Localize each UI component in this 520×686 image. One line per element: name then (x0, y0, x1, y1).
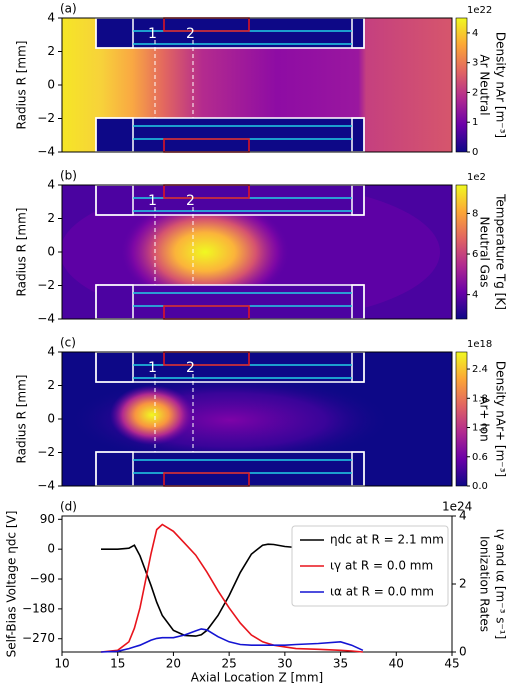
region-annotation: 1 (148, 193, 157, 209)
y-tick-label: −180 (22, 601, 55, 615)
colorbar-tick-label: 3 (472, 58, 478, 69)
colorbar (456, 18, 467, 152)
y-tick-label: −4 (37, 312, 55, 326)
y2-tick-label: 2 (459, 577, 467, 591)
panel-label: (b) (60, 169, 77, 183)
y-tick-label: −2 (37, 111, 55, 125)
x-tick-label: 20 (166, 657, 181, 671)
colorbar-label: Ar Neutral (478, 54, 492, 115)
y-tick-label: −4 (37, 479, 55, 493)
x-tick-label: 35 (333, 657, 348, 671)
colorbar (456, 352, 467, 486)
region-annotation: 1 (148, 26, 157, 42)
region-annotation: 2 (186, 193, 195, 209)
legend-label: ηdc at R = 2.1 mm (330, 533, 444, 547)
y-tick-label: 2 (47, 211, 55, 225)
y-tick-label: 0 (47, 412, 55, 426)
y-tick-label: 0 (47, 78, 55, 92)
colorbar-offset: 1e2 (467, 172, 486, 183)
colorbar (456, 185, 467, 319)
region-annotation: 2 (186, 26, 195, 42)
region-annotation: 2 (186, 360, 195, 376)
y2-axis-label: ιγ and ια [m⁻³ s⁻¹] (494, 529, 508, 640)
y-tick-label: −4 (37, 145, 55, 159)
colorbar-label: Density nAr+ [m⁻³] (494, 361, 508, 477)
y-tick-label: 2 (47, 378, 55, 392)
y2-offset: 1e24 (442, 500, 472, 514)
y-tick-label: 4 (47, 345, 55, 359)
colorbar-tick-label: 4 (472, 290, 478, 301)
colorbar-label: Density nAr [m⁻³] (494, 32, 508, 138)
x-tick-label: 30 (277, 657, 292, 671)
legend-box (291, 525, 449, 607)
y-tick-label: −2 (37, 445, 55, 459)
x-tick-label: 15 (110, 657, 125, 671)
y-axis-label: Radius R [mm] (15, 375, 29, 464)
colorbar-tick-label: 8 (472, 208, 478, 219)
x-tick-label: 25 (222, 657, 237, 671)
region-annotation: 1 (148, 360, 157, 376)
legend-label: ια at R = 0.0 mm (330, 585, 434, 599)
y-axis-label: Self-Bias Voltage ηdc [V] (5, 511, 19, 658)
x-tick-label: 10 (54, 657, 69, 671)
x-tick-label: 45 (444, 657, 459, 671)
y-tick-label: −2 (37, 278, 55, 292)
colorbar-tick-label: 0 (472, 147, 478, 158)
x-axis-label: Axial Location Z [mm] (191, 671, 324, 685)
colorbar-frame (455, 17, 468, 153)
colorbar-tick-label: 0.0 (472, 481, 488, 492)
panel-label: (d) (60, 500, 77, 514)
y-axis-label: Radius R [mm] (15, 41, 29, 130)
colorbar-tick-label: 2 (472, 87, 478, 98)
y-tick-label: 0 (47, 542, 55, 556)
colorbar-label: Ar+ Ion (478, 396, 492, 442)
y2-tick-label: 4 (459, 509, 467, 523)
colorbar-tick-label: 4 (472, 28, 478, 39)
panel-label: (c) (60, 336, 76, 350)
colorbar-offset: 1e18 (467, 339, 492, 350)
y-tick-label: −270 (22, 631, 55, 645)
colorbar-tick-label: 6 (472, 249, 478, 260)
y-tick-label: 0 (47, 245, 55, 259)
y-tick-label: 90 (40, 512, 55, 526)
panel-label: (a) (60, 2, 77, 16)
colorbar-tick-label: 1.8 (472, 393, 488, 404)
colorbar-frame (455, 184, 468, 320)
data-line (100, 523, 363, 653)
y2-axis-label: Ionization Rates (478, 536, 492, 632)
colorbar-tick-label: 0.6 (472, 452, 488, 463)
colorbar-frame (455, 351, 468, 487)
y-axis-label: Radius R [mm] (15, 208, 29, 297)
x-tick-label: 40 (389, 657, 404, 671)
colorbar-tick-label: 1.2 (472, 423, 488, 434)
y-tick-label: −90 (30, 572, 55, 586)
colorbar-tick-label: 2.4 (472, 364, 488, 375)
colorbar-label: Temperature Tg [K] (494, 193, 508, 310)
data-line (100, 628, 364, 653)
y-tick-label: 4 (47, 178, 55, 192)
colorbar-tick-label: 1 (472, 117, 478, 128)
colorbar-offset: 1e22 (467, 5, 492, 16)
y2-tick-label: 0 (459, 645, 467, 659)
legend-label: ιγ at R = 0.0 mm (330, 559, 433, 573)
colorbar-label: Neutral Gas (478, 216, 492, 287)
y-tick-label: 2 (47, 44, 55, 58)
y-tick-label: 4 (47, 11, 55, 25)
